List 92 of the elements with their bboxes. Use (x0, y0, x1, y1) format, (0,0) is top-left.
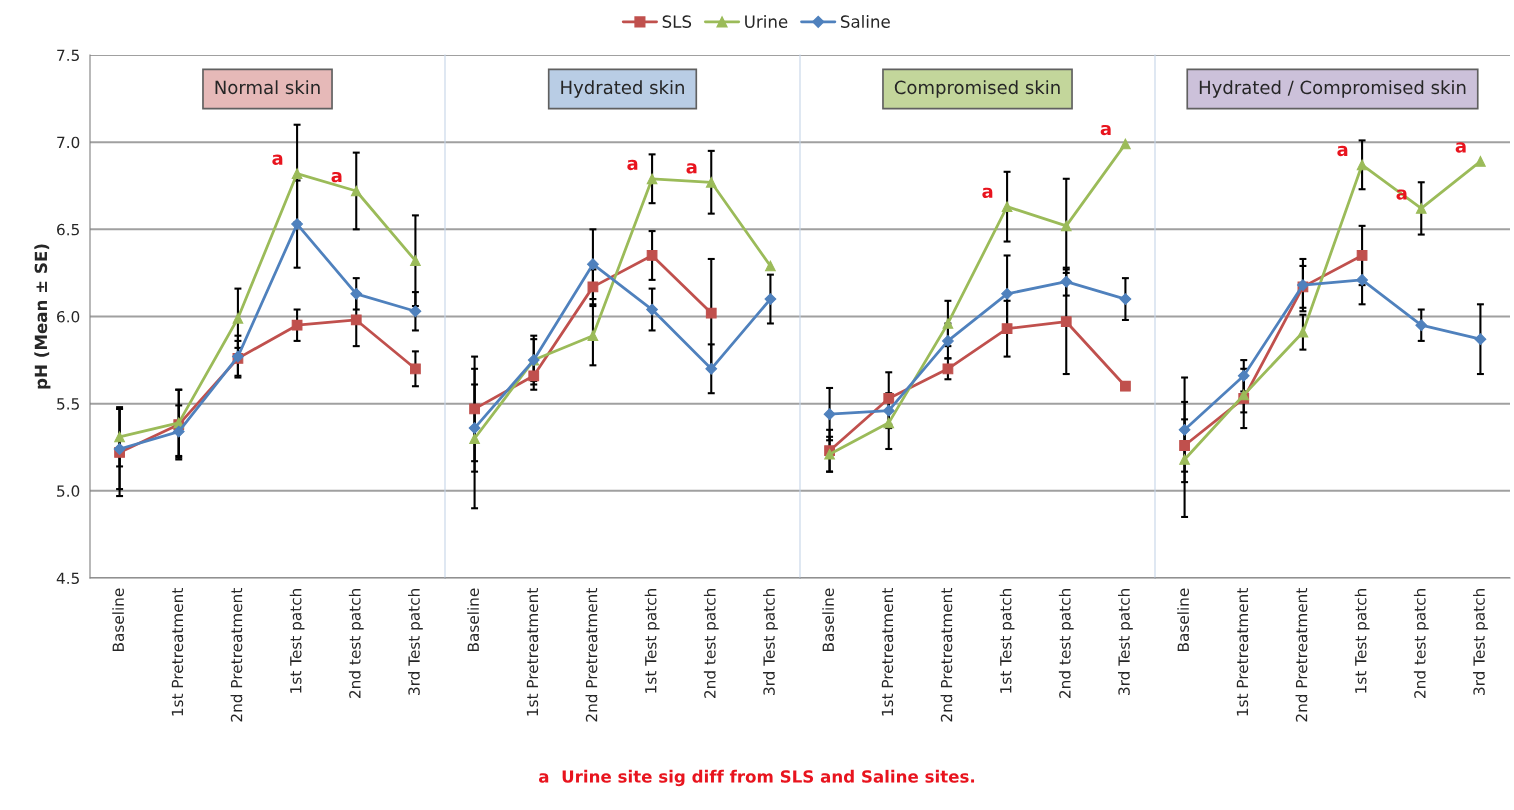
x-tick-label: 1st Pretreatment (881, 588, 894, 716)
point (113, 443, 126, 455)
x-tick-label: 2nd test patch (348, 589, 364, 698)
point (1356, 159, 1368, 171)
text: Compromised skin (894, 80, 1060, 98)
x-tick-label: 2nd Pretreatment (940, 588, 953, 722)
point (291, 319, 303, 331)
point (705, 362, 718, 375)
point (823, 408, 836, 421)
point (1179, 440, 1190, 451)
point (469, 433, 480, 444)
annotation: a (272, 154, 283, 165)
point (172, 425, 185, 438)
x-tick-label: 2nd test patch (703, 589, 719, 698)
point (1178, 423, 1191, 436)
x-tick-label: 1st Pretreatment (1236, 588, 1249, 716)
point (1415, 203, 1427, 214)
text: Normal skin (215, 80, 320, 95)
point (410, 255, 421, 267)
point (646, 303, 658, 316)
annotation: a (982, 187, 993, 199)
point (1475, 155, 1486, 167)
point (587, 330, 599, 342)
point (1119, 293, 1132, 305)
point (705, 176, 717, 188)
point (410, 363, 421, 375)
text: Hydrated / Compromised skin (1199, 80, 1466, 98)
point (350, 287, 363, 300)
annotation: a (1100, 124, 1111, 136)
annotation: a (1337, 145, 1348, 157)
point (1060, 220, 1072, 232)
point (1001, 201, 1013, 213)
x-tick-label: 3rd Test patch (1473, 589, 1488, 695)
x-tick-label: 1st Test patch (289, 589, 305, 693)
point (350, 314, 362, 326)
legend-label: Urine (745, 15, 788, 28)
x-tick-label: 1st Test patch (999, 589, 1015, 693)
x-tick-label: 2nd Pretreatment (1295, 588, 1308, 722)
x-tick-label: Baseline (467, 588, 480, 651)
y-tick-label: 5.0 (57, 485, 80, 497)
legend-label: SLS (662, 15, 692, 28)
x-tick-label: 3rd Test patch (1118, 589, 1133, 695)
y-tick-label: 6.5 (57, 223, 79, 236)
point (232, 312, 244, 324)
y-tick-label: 5.5 (57, 398, 79, 410)
annotation: a (627, 159, 638, 171)
text: Hydrated skin (561, 80, 684, 98)
point (942, 363, 954, 375)
x-tick-label: 1st Pretreatment (526, 588, 539, 716)
x-tick-label: 1st Test patch (1354, 589, 1370, 693)
annotation: a (1455, 142, 1466, 153)
x-tick-label: 2nd Pretreatment (585, 588, 598, 722)
x-tick-label: 1st Test patch (644, 589, 660, 693)
y-tick-label: 7.0 (57, 136, 80, 149)
point (1474, 333, 1487, 346)
point (882, 404, 895, 417)
legend-label: Saline (840, 15, 890, 28)
point (1001, 323, 1013, 335)
point (1060, 316, 1072, 328)
point (1415, 319, 1428, 332)
point (646, 250, 658, 261)
x-tick-label: Baseline (112, 588, 125, 651)
point (114, 431, 125, 443)
x-tick-label: 3rd Test patch (408, 589, 423, 695)
point (764, 293, 777, 305)
text: a Urine site sig diff from SLS and Saline sites. (538, 769, 975, 787)
point (1179, 454, 1190, 465)
x-tick-label: 2nd test patch (1413, 589, 1429, 698)
y-tick-label: 6.0 (57, 310, 80, 323)
point (468, 422, 481, 434)
point (469, 403, 480, 415)
annotation: a (686, 163, 697, 174)
point (1120, 138, 1131, 150)
x-tick-label: Baseline (822, 588, 835, 651)
point (765, 260, 776, 272)
y-tick-label: 7.5 (57, 49, 79, 62)
x-tick-label: Baseline (1177, 588, 1190, 651)
point (646, 173, 658, 185)
point (1356, 250, 1368, 261)
x-tick-label: 2nd test patch (1058, 589, 1074, 698)
point (587, 281, 599, 293)
x-tick-label: 1st Pretreatment (171, 588, 184, 716)
annotation: a (331, 171, 342, 183)
y-axis-title: pH (Mean ± SE) (34, 244, 51, 389)
point (1060, 275, 1073, 288)
y-tick-label: 4.5 (56, 572, 79, 585)
point (350, 185, 362, 197)
point (1120, 380, 1131, 392)
point (1297, 326, 1309, 338)
point (705, 307, 717, 319)
x-tick-label: 2nd Pretreatment (230, 588, 243, 722)
x-tick-label: 3rd Test patch (763, 589, 778, 695)
